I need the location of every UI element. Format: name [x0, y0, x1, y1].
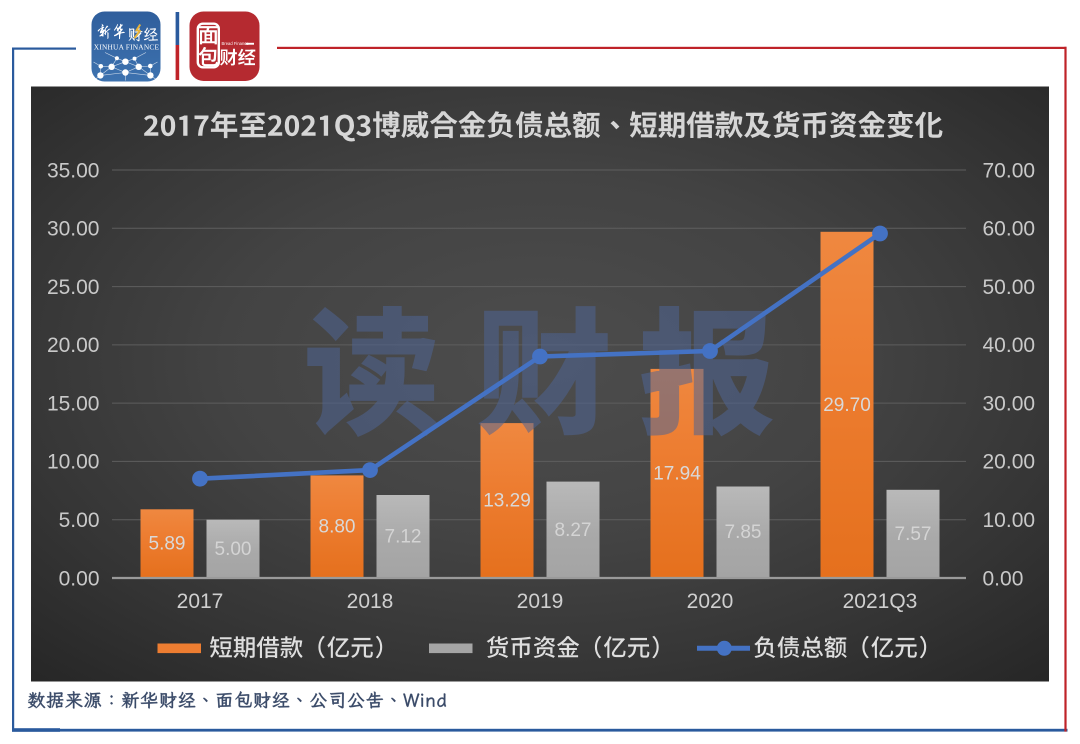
svg-text:30.00: 30.00	[47, 218, 100, 241]
svg-text:13.29: 13.29	[483, 491, 531, 512]
svg-text:29.70: 29.70	[823, 395, 871, 416]
svg-text:2017: 2017	[177, 590, 224, 613]
svg-text:XINHUA FINANCE: XINHUA FINANCE	[94, 42, 160, 51]
svg-text:60.00: 60.00	[983, 218, 1036, 241]
svg-text:30.00: 30.00	[983, 392, 1036, 415]
svg-text:10.00: 10.00	[983, 509, 1036, 532]
svg-text:2020: 2020	[687, 590, 734, 613]
svg-text:2018: 2018	[347, 590, 394, 613]
svg-text:20.00: 20.00	[47, 334, 100, 357]
svg-text:2019: 2019	[517, 590, 564, 613]
svg-text:7.12: 7.12	[385, 527, 422, 548]
svg-text:0.00: 0.00	[983, 567, 1024, 590]
svg-text:5.00: 5.00	[59, 509, 100, 532]
svg-text:5.00: 5.00	[215, 539, 252, 560]
svg-text:25.00: 25.00	[47, 276, 100, 299]
svg-text:50.00: 50.00	[983, 276, 1036, 299]
svg-text:35.00: 35.00	[47, 159, 100, 182]
svg-text:70.00: 70.00	[983, 159, 1036, 182]
svg-text:20.00: 20.00	[983, 451, 1036, 474]
svg-text:8.80: 8.80	[319, 517, 356, 538]
svg-text:0.00: 0.00	[59, 567, 100, 590]
svg-text:40.00: 40.00	[983, 334, 1036, 357]
svg-text:5.89: 5.89	[149, 534, 186, 555]
svg-text:17.94: 17.94	[653, 463, 701, 484]
svg-text:10.00: 10.00	[47, 451, 100, 474]
svg-text:15.00: 15.00	[47, 392, 100, 415]
svg-text:7.85: 7.85	[725, 522, 762, 543]
svg-text:7.57: 7.57	[895, 524, 932, 545]
svg-text:Bread Finance: Bread Finance	[222, 41, 250, 46]
svg-text:8.27: 8.27	[555, 520, 592, 541]
svg-text:2021Q3: 2021Q3	[843, 590, 918, 613]
